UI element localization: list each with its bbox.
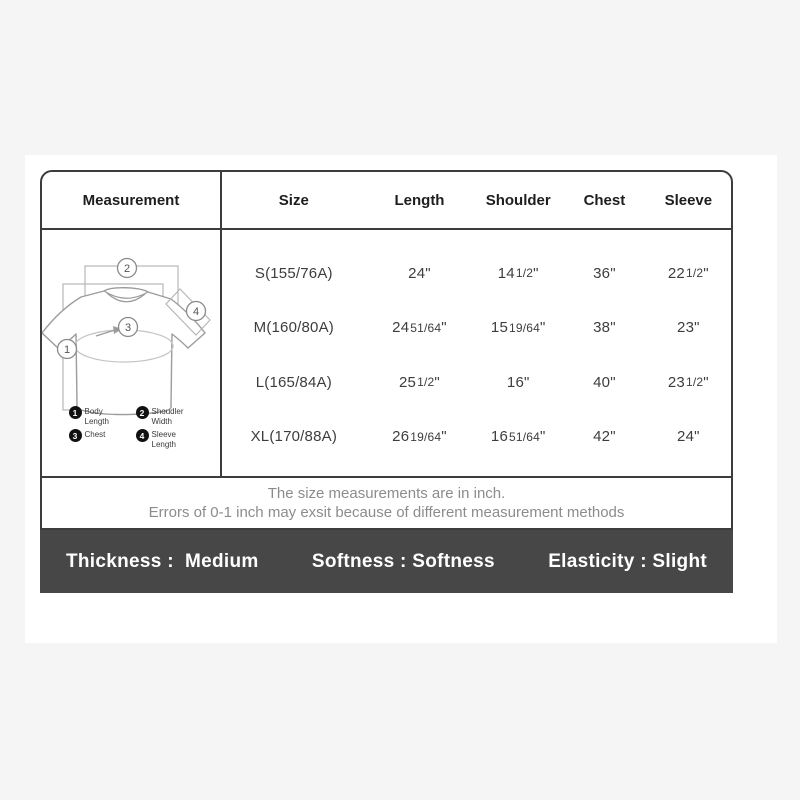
diagram-legend: 1 Body Length 2 Shoudler Width 3 Chest 4 Sleeve… — [68, 406, 194, 449]
legend-number-badge: 4 — [135, 429, 149, 443]
attribute-item-1: Softness : Softness — [311, 550, 495, 572]
notes: The size measurements are in inch. Error… — [42, 476, 731, 528]
size-chart-box: Measurement Size Length Shoulder Chest Sleev… — [40, 170, 733, 530]
size-chart-card: Measurement Size Length Shoulder Chest Sleev… — [25, 155, 777, 643]
shoulder-value: 15 19/64 " — [490, 319, 546, 337]
size-table-body: S(155/76A) 24" 14 1/2 " 36" 22 1/2 " M(160/80A)… — [222, 230, 731, 476]
length-value: 24" — [408, 264, 431, 282]
legend-label: Chest — [84, 430, 106, 440]
table-row: XL(170/88A) 26 19/64 " 16 51/64 " 42" 24" — [222, 410, 731, 465]
length-value: 25 1/2 " — [399, 373, 440, 391]
column-header-length: Length — [394, 191, 445, 209]
column-header-size: Size — [278, 191, 309, 209]
marker-circle-3 — [117, 316, 139, 338]
measurement-header-cell: Measurement — [42, 172, 222, 228]
length-value: 24 51/64 " — [392, 319, 447, 337]
legend-label: Body Length — [84, 407, 109, 426]
fabric-attributes-bar: Thickness : Medium Softness : Softness Ela… — [40, 530, 733, 593]
column-header-chest: Chest — [583, 191, 626, 209]
chest-arrow-head — [113, 326, 122, 334]
diagram-marker-2: 2 — [124, 263, 130, 275]
legend-item: 3 Chest — [68, 429, 127, 449]
shoulder-value: 16" — [506, 373, 530, 391]
sleeve-value: 23" — [677, 319, 700, 337]
size-cell: L(165/84A) — [255, 373, 332, 391]
table-row: S(155/76A) 24" 14 1/2 " 36" 22 1/2 " — [222, 246, 731, 301]
table-header-section: Measurement Size Length Shoulder Chest Sleev… — [42, 172, 731, 230]
marker-circle-4 — [185, 300, 207, 322]
table-row: L(165/84A) 25 1/2 " 16" 40" 23 1/2 " — [222, 355, 731, 410]
legend-wrapper: 1 Body Length 2 Shoudler Width 3 Chest 4 Sleeve… — [42, 406, 220, 449]
chest-value: 38" — [593, 319, 616, 337]
length-value: 26 19/64 " — [392, 428, 447, 446]
shoulder-value: 14 1/2 " — [497, 264, 539, 282]
legend-item: 4 Sleeve Length — [135, 429, 194, 449]
note-line-2: Errors of 0-1 inch may exsit because of … — [148, 504, 625, 521]
collar-line-2 — [106, 292, 146, 303]
table-body-section: 1 2 3 4 1 Body Length 2 Shoudler Width 3 Ches… — [41, 230, 731, 476]
legend-item: 1 Body Length — [68, 406, 127, 426]
size-cell: XL(170/88A) — [250, 428, 338, 446]
marker-circle-2 — [116, 257, 138, 279]
chest-value: 40" — [593, 373, 616, 391]
chest-value: 36" — [593, 264, 616, 282]
table-row: M(160/80A) 24 51/64 " 15 19/64 " 38" 23" — [222, 301, 731, 356]
size-cell: S(155/76A) — [254, 264, 333, 282]
attribute-item-2: Elasticity : Slight — [548, 550, 707, 572]
marker-circle-1 — [56, 338, 78, 360]
size-cell: M(160/80A) — [253, 319, 334, 337]
sleeve-value: 23 1/2 " — [667, 373, 709, 391]
legend-item: 2 Shoudler Width — [135, 406, 194, 426]
table-header-row: Size Length Shoulder Chest Sleeve — [222, 172, 731, 228]
shoulder-value: 16 51/64 " — [490, 428, 546, 446]
tshirt-diagram: 1 2 3 4 — [41, 257, 211, 416]
legend-label: Sleeve Length — [151, 430, 176, 449]
legend-label: Shoudler Width — [151, 407, 184, 426]
column-header-sleeve: Sleeve — [664, 191, 713, 209]
diagram-marker-3: 3 — [125, 322, 131, 334]
diagram-marker-4: 4 — [193, 306, 199, 318]
chest-arrow — [95, 329, 116, 337]
attribute-item-0: Thickness : Medium — [66, 550, 259, 572]
measurement-diagram-panel: 1 2 3 4 1 Body Length 2 Shoudler Width 3 Ches… — [41, 230, 222, 476]
diagram-marker-1: 1 — [64, 344, 70, 356]
legend-number-badge: 3 — [68, 429, 82, 443]
sleeve-value: 22 1/2 " — [667, 264, 709, 282]
legend-number-badge: 2 — [135, 406, 149, 419]
chest-value: 42" — [593, 428, 616, 446]
sleeve-value: 24" — [677, 428, 700, 446]
note-line-1: The size measurements are in inch. — [267, 485, 506, 502]
legend-number-badge: 1 — [68, 406, 82, 419]
column-header-shoulder: Shoulder — [485, 191, 551, 209]
